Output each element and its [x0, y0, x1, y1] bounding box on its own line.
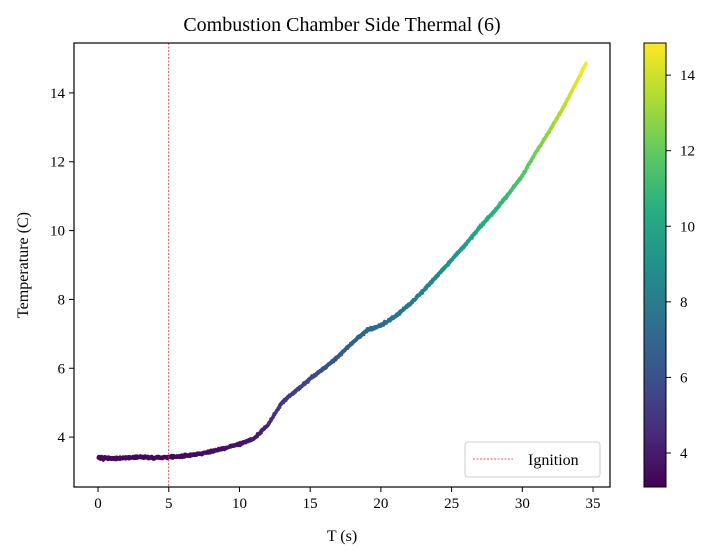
colorbar-tick-label: 8 [680, 295, 688, 311]
chart-title: Combustion Chamber Side Thermal (6) [183, 14, 500, 36]
y-tick-label: 8 [58, 292, 66, 308]
x-axis-label: T (s) [327, 528, 357, 545]
x-tick-label: 10 [232, 496, 247, 512]
colorbar-ticks: 4 6 8 10 12 14 [666, 68, 696, 462]
data-point [584, 61, 588, 65]
x-tick-label: 5 [165, 496, 173, 512]
x-tick-label: 25 [444, 496, 459, 512]
legend-box [464, 441, 601, 478]
x-tick-label: 20 [373, 496, 388, 512]
y-tick-label: 6 [58, 361, 66, 377]
data-point [580, 72, 584, 76]
x-tick-label: 15 [303, 496, 318, 512]
x-tick-label: 30 [515, 496, 530, 512]
data-point [576, 79, 580, 83]
colorbar-gradient [643, 42, 667, 488]
y-tick-label: 14 [50, 86, 66, 102]
colorbar-tick-label: 10 [680, 219, 695, 235]
y-tick-label: 4 [58, 430, 66, 446]
scatter-points [96, 61, 588, 462]
x-axis: 0 5 10 15 20 25 30 35 [94, 487, 601, 512]
y-axis-label: Temperature (C) [15, 212, 32, 318]
plot-frame [73, 42, 611, 488]
colorbar-tick-label: 6 [680, 370, 688, 386]
x-tick-label: 35 [586, 496, 601, 512]
data-point [490, 213, 494, 217]
y-axis: 4 6 8 10 12 14 [50, 86, 74, 446]
colorbar-tick-label: 12 [680, 144, 695, 160]
x-tick-label: 0 [94, 496, 102, 512]
colorbar-tick-label: 14 [680, 68, 696, 84]
y-tick-label: 12 [50, 155, 65, 171]
y-tick-label: 10 [50, 224, 65, 240]
legend-ignition-label: Ignition [528, 452, 579, 469]
colorbar: 4 6 8 10 12 14 [643, 42, 696, 488]
colorbar-tick-label: 4 [680, 446, 688, 462]
legend: Ignition [464, 441, 601, 478]
